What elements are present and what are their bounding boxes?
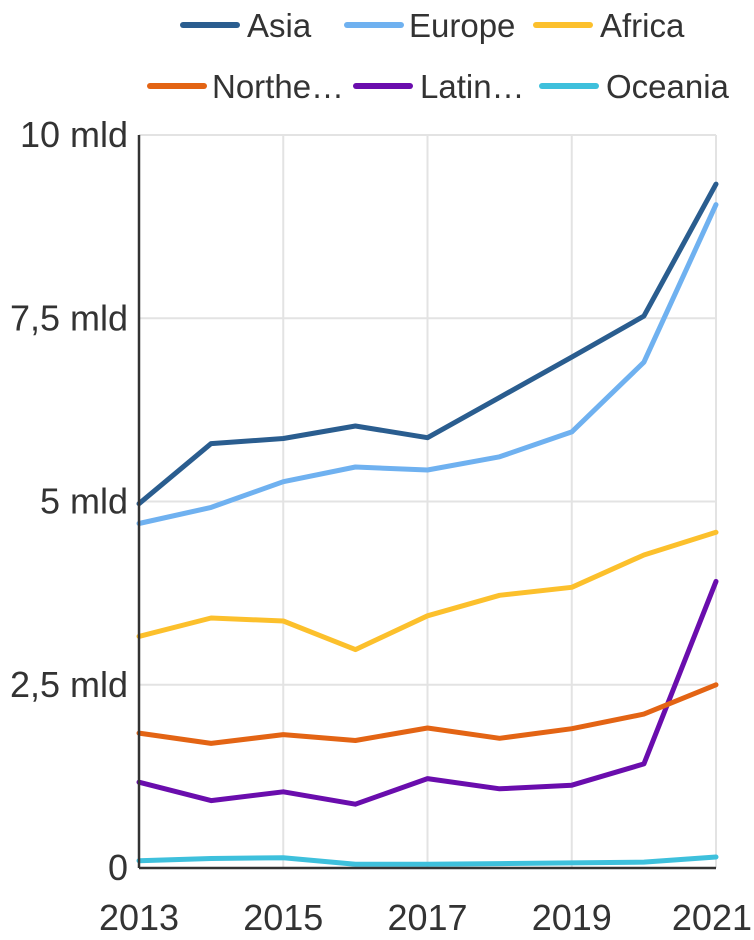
x-tick-label: 2019 bbox=[532, 897, 612, 938]
x-tick-label: 2013 bbox=[99, 897, 179, 938]
legend-item: Oceania bbox=[539, 68, 730, 105]
y-tick-label: 7,5 mld bbox=[10, 297, 128, 338]
legend-item: Northe… bbox=[147, 68, 344, 105]
y-axis-tick-labels: 0 2,5 mld 5 mld 7,5 mld 10 mld bbox=[10, 114, 128, 888]
series-line-northe bbox=[136, 682, 719, 746]
legend-item: Latin… bbox=[353, 68, 525, 105]
legend-item: Asia bbox=[180, 7, 312, 44]
series-line-oceania bbox=[136, 854, 719, 867]
series-line-africa bbox=[136, 529, 719, 653]
legend-label: Africa bbox=[600, 7, 685, 44]
x-tick-label: 2021 bbox=[672, 897, 752, 938]
y-tick-label: 5 mld bbox=[40, 481, 128, 522]
x-axis-tick-labels: 2013 2015 2017 2019 2021 bbox=[99, 897, 752, 938]
series-line-latin bbox=[136, 578, 719, 807]
legend-label: Northe… bbox=[212, 68, 344, 105]
x-tick-label: 2017 bbox=[387, 897, 467, 938]
y-tick-label: 10 mld bbox=[20, 114, 128, 155]
legend-item: Africa bbox=[533, 7, 685, 44]
series-line-europe bbox=[136, 202, 719, 526]
series-lines bbox=[136, 181, 719, 867]
series-line-asia bbox=[136, 181, 719, 507]
legend-item: Europe bbox=[344, 7, 515, 44]
legend: Asia Europe Africa Northe… Latin… Oceania bbox=[147, 7, 730, 105]
legend-label: Oceania bbox=[606, 68, 730, 105]
legend-label: Asia bbox=[247, 7, 312, 44]
y-tick-label: 0 bbox=[108, 847, 128, 888]
legend-label: Europe bbox=[409, 7, 515, 44]
x-tick-label: 2015 bbox=[243, 897, 323, 938]
axes bbox=[137, 135, 716, 870]
grid bbox=[139, 134, 717, 868]
legend-label: Latin… bbox=[420, 68, 525, 105]
y-tick-label: 2,5 mld bbox=[10, 664, 128, 705]
